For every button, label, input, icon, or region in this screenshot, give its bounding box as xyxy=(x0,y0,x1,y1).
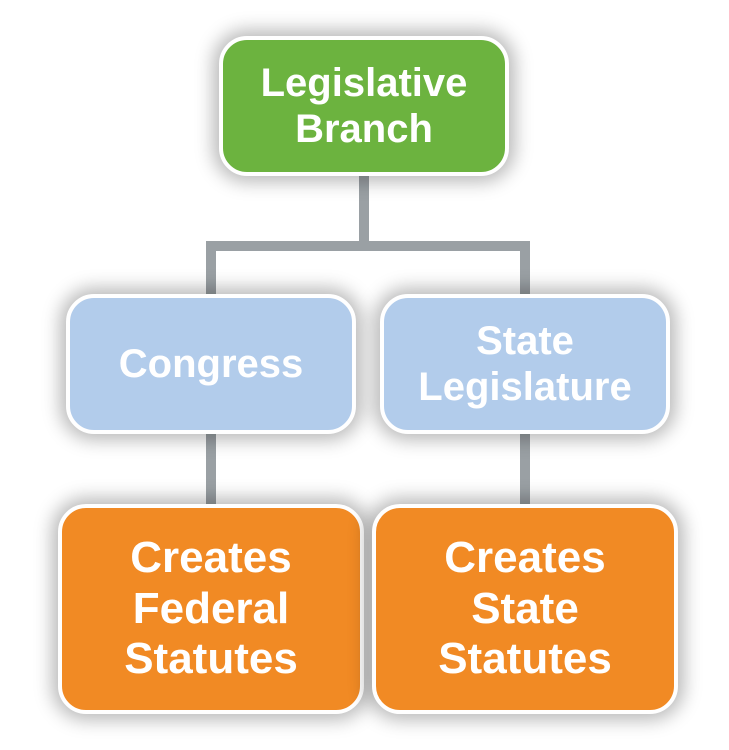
node-state-legislature: State Legislature xyxy=(380,294,670,434)
node-label: Legislative Branch xyxy=(261,60,468,152)
node-label: State Legislature xyxy=(418,318,631,410)
node-label: Congress xyxy=(119,341,304,387)
node-congress: Congress xyxy=(66,294,356,434)
node-legislative-branch: Legislative Branch xyxy=(219,36,509,176)
diagram-canvas: Legislative Branch Congress State Legisl… xyxy=(0,0,729,750)
node-state-statutes: Creates State Statutes xyxy=(372,504,678,714)
node-federal-statutes: Creates Federal Statutes xyxy=(58,504,364,714)
node-label: Creates Federal Statutes xyxy=(124,533,298,685)
node-label: Creates State Statutes xyxy=(438,533,612,685)
